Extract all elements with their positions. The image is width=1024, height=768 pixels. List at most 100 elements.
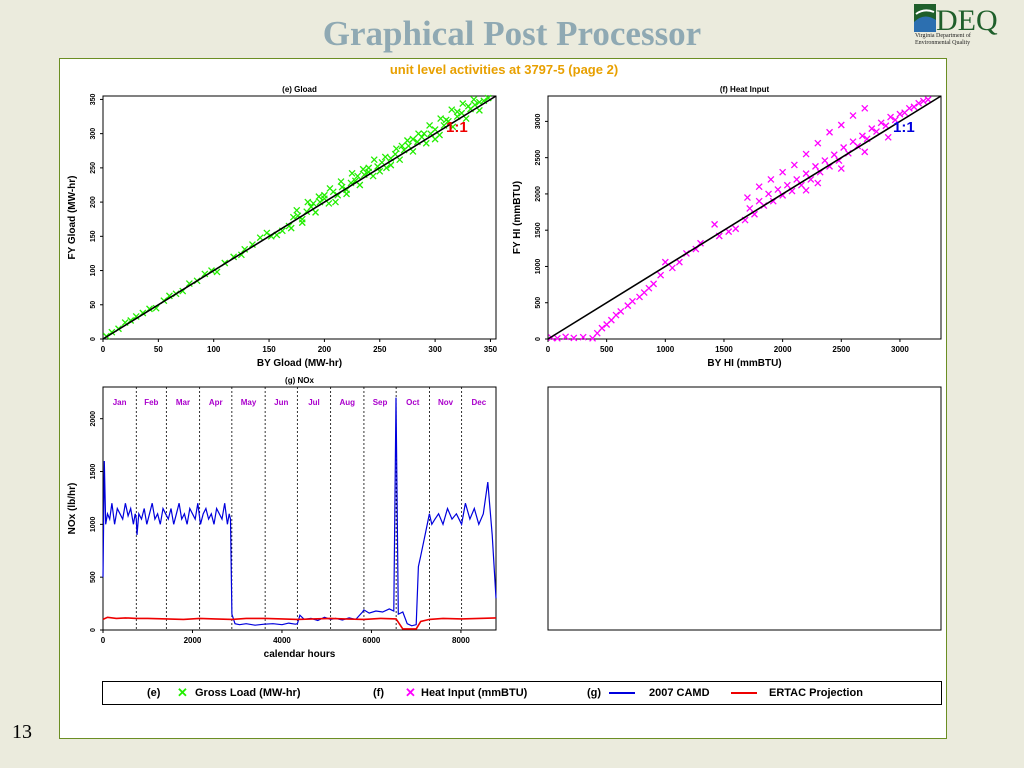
- scatter-point-f: [861, 148, 869, 156]
- scatter-point-f: [905, 104, 913, 112]
- y-tick-label: 150: [90, 230, 97, 242]
- scatter-point-e: [403, 137, 411, 144]
- scatter-point-e: [165, 292, 173, 300]
- scatter-point-e: [448, 106, 456, 114]
- x-tick-label: 50: [154, 345, 163, 354]
- month-label: Nov: [438, 398, 454, 407]
- scatter-point-e: [359, 165, 367, 173]
- scatter-point-f: [765, 190, 773, 198]
- legend-f-text: Heat Input (mmBTU): [421, 687, 528, 699]
- scatter-point-f: [877, 119, 885, 127]
- x-axis-label-e: BY Gload (MW-hr): [257, 358, 342, 369]
- scatter-point-f: [887, 113, 895, 121]
- x-tick-label: 8000: [452, 636, 470, 645]
- scatter-point-e: [431, 135, 439, 143]
- month-label: Mar: [176, 398, 190, 407]
- legend-e-text: Gross Load (MW-hr): [195, 687, 301, 699]
- x-tick-label: 200: [318, 345, 332, 354]
- y-tick-label: 2000: [535, 186, 542, 202]
- x-tick-label: 4000: [273, 636, 291, 645]
- x-tick-label: 0: [546, 345, 551, 354]
- legend-ertac-line-icon: [731, 692, 757, 694]
- scatter-point-e: [185, 280, 193, 288]
- x-axis-label-f: BY HI (mmBTU): [707, 358, 781, 369]
- y-axis-label-e: FY Gload (MW-hr): [67, 175, 78, 259]
- scatter-point-f: [793, 175, 801, 183]
- scatter-point-f: [617, 307, 625, 315]
- scatter-point-e: [152, 304, 160, 312]
- scatter-point-f: [650, 280, 658, 288]
- scatter-point-f: [868, 125, 876, 133]
- scatter-point-e: [343, 190, 351, 198]
- scatter-point-f: [570, 334, 578, 342]
- scatter-point-f: [774, 186, 782, 194]
- month-label: Jun: [274, 398, 288, 407]
- scatter-point-f: [884, 133, 892, 141]
- scatter-point-f: [790, 161, 798, 169]
- y-tick-label: 500: [535, 297, 542, 309]
- scatter-point-e: [464, 102, 472, 110]
- scatter-point-e: [312, 208, 320, 216]
- page-number: 13: [12, 721, 32, 743]
- scatter-point-e: [315, 193, 323, 201]
- series-line-ertac: [102, 616, 497, 630]
- legend-gload-marker-icon: ✕: [177, 685, 188, 700]
- x-tick-label: 250: [373, 345, 387, 354]
- legend-camd-line-icon: [609, 692, 635, 694]
- x-tick-label: 500: [600, 345, 614, 354]
- legend-heat-input-marker-icon: ✕: [405, 685, 416, 700]
- scatter-point-f: [767, 175, 775, 183]
- month-label: Aug: [340, 398, 356, 407]
- chart-title-e: (e) Gload: [282, 85, 317, 94]
- scatter-point-e: [420, 130, 428, 138]
- scatter-point-e: [248, 241, 256, 248]
- x-axis-label-g: calendar hours: [264, 649, 336, 660]
- scatter-point-f: [562, 333, 570, 341]
- scatter-point-f: [657, 271, 665, 279]
- scatter-point-f: [849, 112, 857, 120]
- x-tick-label: 0: [101, 345, 106, 354]
- scatter-point-e: [326, 184, 334, 192]
- scatter-point-e: [356, 181, 364, 189]
- plot-frame-e: [102, 95, 497, 340]
- scatter-point-f: [840, 144, 848, 151]
- scatter-point-e: [348, 169, 356, 177]
- y-tick-label: 0: [535, 337, 542, 341]
- x-tick-label: 3000: [891, 345, 909, 354]
- x-tick-label: 2000: [774, 345, 792, 354]
- legend: (e) ✕ Gross Load (MW-hr) (f) ✕ Heat Inpu…: [102, 681, 942, 705]
- legend-e-label: (e): [147, 687, 161, 699]
- scatter-point-f: [612, 311, 620, 319]
- plot-frame-f: [547, 95, 942, 340]
- legend-ertac-text: ERTAC Projection: [769, 687, 863, 699]
- scatter-point-f: [891, 116, 899, 124]
- y-tick-label: 100: [90, 265, 97, 277]
- scatter-point-e: [298, 219, 306, 227]
- scatter-point-e: [409, 135, 417, 143]
- scatter-point-f: [830, 151, 838, 159]
- slide-title: Graphical Post Processor: [322, 14, 702, 53]
- y-tick-label: 300: [90, 128, 97, 140]
- scatter-point-e: [287, 224, 295, 232]
- empty-plot-panel: [547, 386, 942, 631]
- month-label: Jul: [308, 398, 320, 407]
- scatter-point-f: [661, 258, 669, 266]
- scatter-point-f: [814, 179, 822, 187]
- scatter-point-f: [629, 297, 636, 305]
- y-tick-label: 3000: [535, 113, 542, 129]
- scatter-point-e: [370, 156, 378, 164]
- scatter-point-f: [746, 204, 754, 212]
- month-label: Jan: [113, 398, 127, 407]
- month-label: Oct: [406, 398, 420, 407]
- series-line-camd: [102, 397, 497, 627]
- month-label: Dec: [471, 398, 486, 407]
- y-tick-label: 0: [90, 337, 97, 341]
- scatter-point-e: [132, 312, 140, 320]
- one-to-one-line-e: [102, 95, 497, 340]
- plot-frame-g: [102, 386, 497, 631]
- scatter-point-f: [779, 168, 787, 176]
- scatter-point-f: [919, 97, 927, 105]
- y-tick-label: 200: [90, 196, 97, 208]
- scatter-point-e: [337, 178, 345, 186]
- scatter-point-f: [668, 264, 676, 272]
